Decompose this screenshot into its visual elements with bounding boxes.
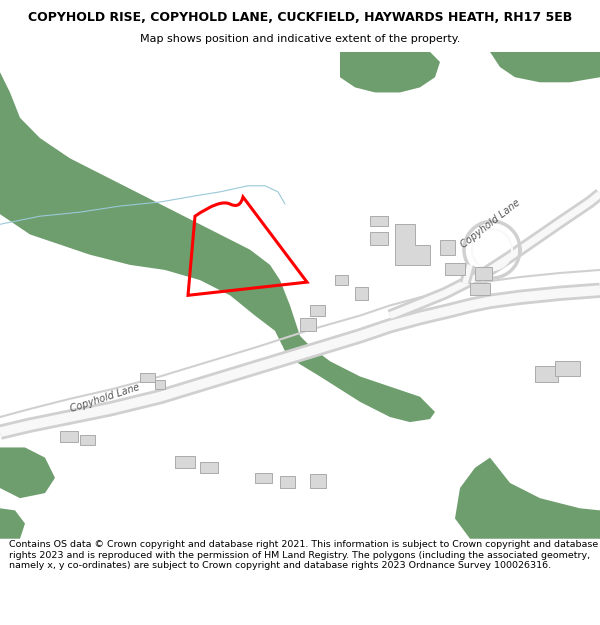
Polygon shape: [310, 474, 326, 488]
Polygon shape: [255, 473, 272, 483]
Polygon shape: [310, 306, 325, 316]
Polygon shape: [470, 283, 490, 295]
Text: Contains OS data © Crown copyright and database right 2021. This information is : Contains OS data © Crown copyright and d…: [9, 541, 598, 570]
Polygon shape: [80, 435, 95, 446]
Polygon shape: [490, 52, 600, 82]
Polygon shape: [535, 366, 558, 381]
Text: Copyhold Lane: Copyhold Lane: [69, 382, 141, 414]
Polygon shape: [140, 373, 155, 381]
Polygon shape: [475, 267, 492, 280]
Polygon shape: [445, 263, 465, 275]
Polygon shape: [440, 239, 455, 255]
Polygon shape: [0, 448, 55, 498]
Polygon shape: [355, 288, 368, 301]
Polygon shape: [455, 458, 600, 539]
Polygon shape: [395, 224, 430, 265]
Polygon shape: [370, 232, 388, 244]
Text: Copyhold Lane: Copyhold Lane: [458, 197, 521, 249]
Polygon shape: [175, 456, 195, 468]
Text: Map shows position and indicative extent of the property.: Map shows position and indicative extent…: [140, 34, 460, 44]
Polygon shape: [370, 216, 388, 226]
Polygon shape: [0, 52, 435, 422]
Polygon shape: [340, 52, 440, 92]
Polygon shape: [300, 318, 316, 331]
Polygon shape: [280, 476, 295, 488]
Polygon shape: [155, 379, 165, 389]
Polygon shape: [60, 431, 78, 442]
Polygon shape: [0, 508, 25, 539]
Polygon shape: [335, 275, 348, 285]
Text: COPYHOLD RISE, COPYHOLD LANE, CUCKFIELD, HAYWARDS HEATH, RH17 5EB: COPYHOLD RISE, COPYHOLD LANE, CUCKFIELD,…: [28, 11, 572, 24]
Polygon shape: [555, 361, 580, 376]
Polygon shape: [200, 462, 218, 473]
